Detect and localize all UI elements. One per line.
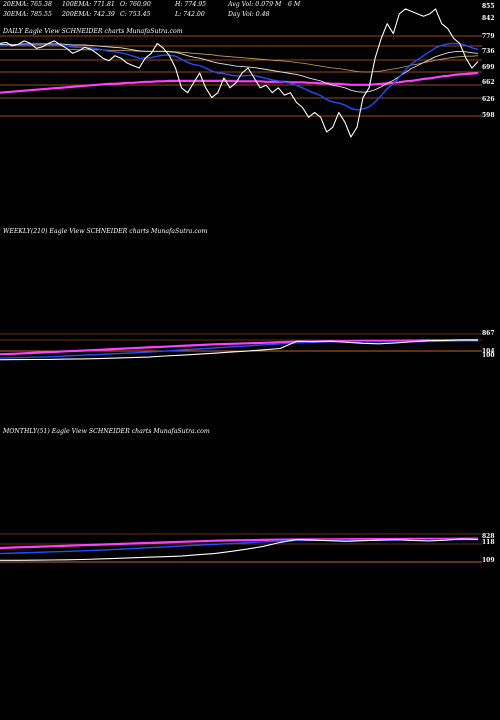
y-tick-label: 104 <box>482 348 495 355</box>
monthly-chart-panel: MONTHLY(51) Eagle View SCHNEIDER charts … <box>0 420 500 720</box>
y-tick-label: 867 <box>482 330 495 337</box>
y-tick-label: 626 <box>482 96 495 103</box>
daily-watermark: DAILY Eagle View SCHNEIDER charts Munafa… <box>3 28 183 35</box>
y-tick-label: 662 <box>482 79 495 86</box>
y-tick-label: 598 <box>482 112 495 119</box>
header-100ema: 100EMA: 771.81 <box>62 1 115 8</box>
header-low: L: 742.00 <box>175 11 205 18</box>
header-tail: 6 M <box>288 1 301 8</box>
y-tick-label: 736 <box>482 48 495 55</box>
series-ema-fast <box>0 42 479 111</box>
header-30ema: 30EMA: 785.55 <box>3 11 52 18</box>
daily-chart: 855 842 779 736 699 662 626 598 <box>0 3 495 138</box>
y-tick-label: 855 <box>482 3 495 10</box>
series-price <box>0 339 479 361</box>
series-ema-fast <box>0 340 479 359</box>
y-tick-label: 828 <box>482 533 495 540</box>
header-20ema: 20EMA: 765.38 <box>3 1 52 8</box>
header-close: C: 753.45 <box>120 11 151 18</box>
series-ema-long <box>0 338 479 356</box>
y-tick-label: 779 <box>482 33 495 40</box>
header-avg-vol: Avg Vol: 0.079 M <box>228 1 282 8</box>
series-ema-long <box>0 537 479 550</box>
series-price <box>0 8 479 138</box>
weekly-chart-panel: WEEKLY(210) Eagle View SCHNEIDER charts … <box>0 210 500 420</box>
y-tick-label: 842 <box>482 15 495 22</box>
monthly-title: MONTHLY(51) Eagle View SCHNEIDER charts … <box>3 428 210 435</box>
series-ema-long <box>0 71 479 94</box>
series-price <box>0 538 479 561</box>
header-open: O: 760.90 <box>120 1 151 8</box>
header-day-vol: Day Vol: 0.48 <box>228 11 270 18</box>
y-tick-label: 109 <box>482 557 495 564</box>
header-high: H: 774.95 <box>175 1 207 8</box>
weekly-title: WEEKLY(210) Eagle View SCHNEIDER charts … <box>3 228 208 235</box>
header-200ema: 200EMA: 742.39 <box>62 11 115 18</box>
y-tick-label: 699 <box>482 64 495 71</box>
y-tick-label: 118 <box>482 539 495 546</box>
y-tick-label: 100 <box>482 352 495 359</box>
daily-chart-panel: 855 842 779 736 699 662 626 598 20EMA: 765.38 1… <box>0 0 500 210</box>
